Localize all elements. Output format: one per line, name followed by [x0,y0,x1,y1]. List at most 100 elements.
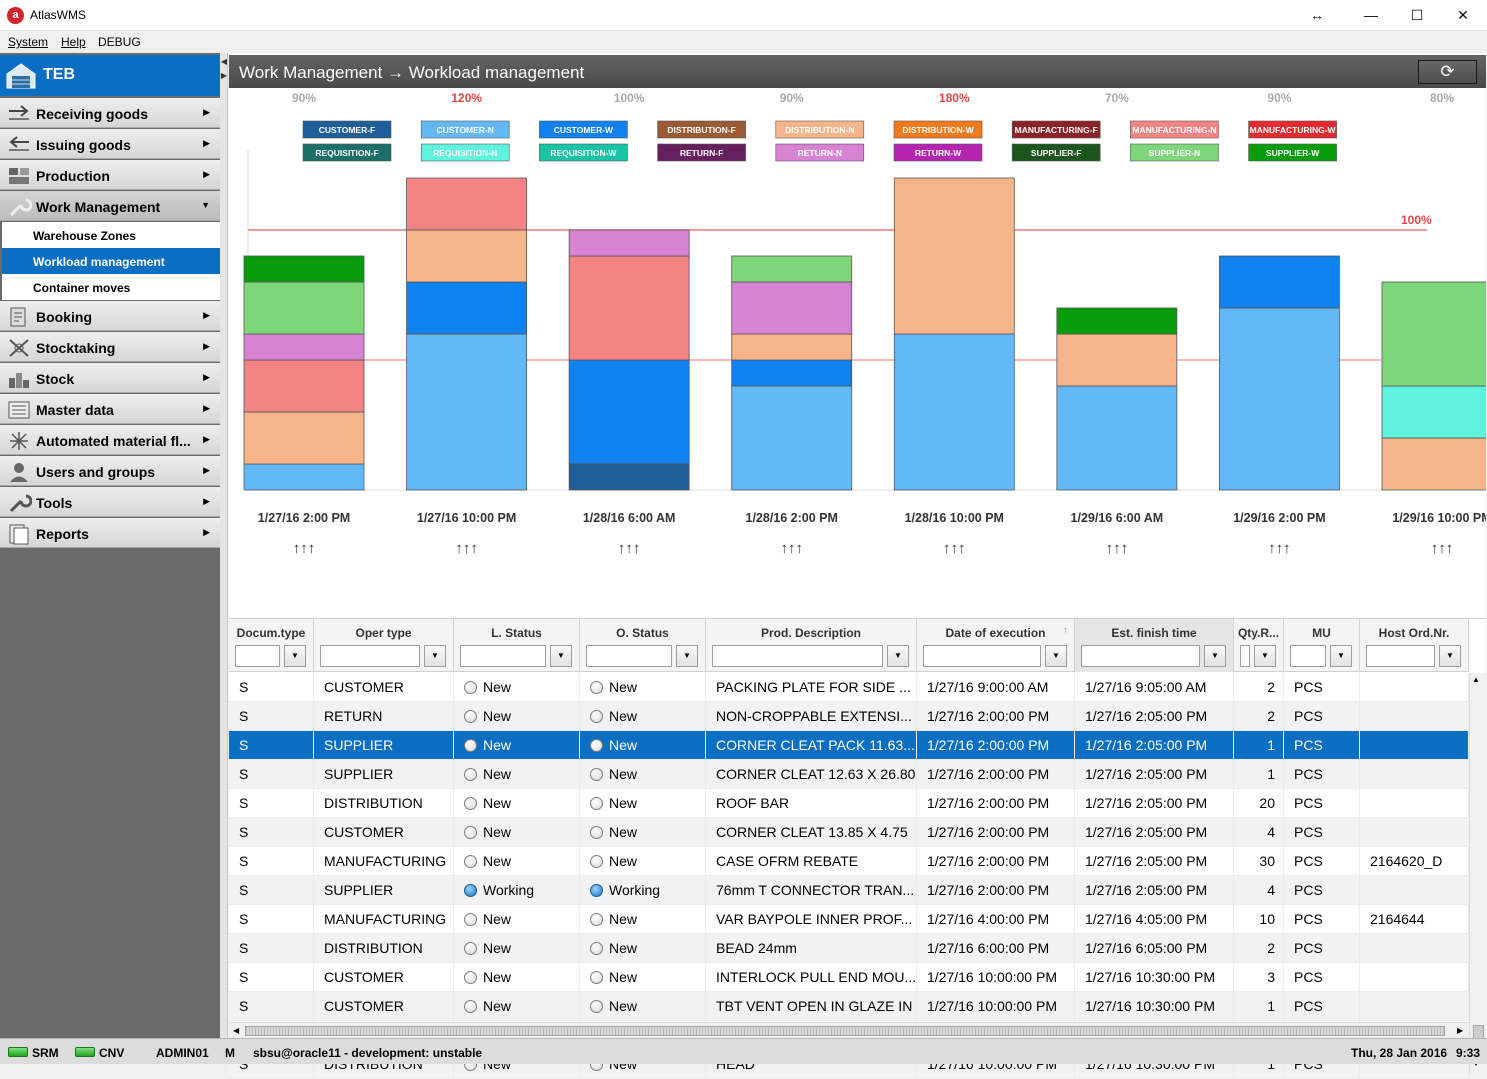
table-cell-fin: 1/27/16 6:05:00 PM [1075,934,1234,963]
sidebar-item-tools[interactable]: Tools ▶ [0,487,220,517]
filter-dropdown-icon[interactable]: ▼ [676,645,698,667]
column-header[interactable]: Prod. Description ▼ [706,619,917,672]
sidebar-item-booking[interactable]: Booking ▶ [0,301,220,331]
table-row[interactable]: S MANUFACTURING New New CASE OFRM REBATE 1/27… [229,847,1469,876]
column-header[interactable]: Date of execution ↑ ▼ [917,619,1075,672]
column-filter-input[interactable] [586,645,672,667]
sidebar-item-wrench[interactable]: Work Management ▼ [0,191,220,221]
column-header[interactable]: L. Status ▼ [454,619,580,672]
bar-segment [1056,307,1178,335]
sidebar-item-users[interactable]: Users and groups ▶ [0,456,220,486]
filter-dropdown-icon[interactable]: ▼ [1045,645,1067,667]
filter-dropdown-icon[interactable]: ▼ [284,645,306,667]
expand-arrows-icon[interactable]: ↑↑↑ [1431,540,1454,557]
expand-arrows-icon[interactable]: ↑↑↑ [455,540,478,557]
filter-dropdown-icon[interactable]: ▼ [1330,645,1352,667]
table-row[interactable]: S RETURN New New NON-CROPPABLE EXTENSI... 1/2… [229,702,1469,731]
table-cell-op: MANUFACTURING [314,847,454,876]
horizontal-scrollbar[interactable]: ◀ ▶ [229,1022,1469,1038]
cell-text: Working [483,882,535,898]
expand-arrows-icon[interactable]: ↑↑↑ [293,540,316,557]
sidebar-item-label: Work Management [36,199,161,215]
menu-debug[interactable]: DEBUG [98,35,141,49]
sidebar-subitem[interactable]: Warehouse Zones [2,222,220,248]
table-row[interactable]: S DISTRIBUTION New New ROOF BAR 1/27/16 2:00:… [229,789,1469,818]
expand-arrows-icon[interactable]: ↑↑↑ [780,540,803,557]
table-row[interactable]: S MANUFACTURING New New VAR BAYPOLE INNER PR… [229,905,1469,934]
table-row[interactable]: S SUPPLIER Working Working 76mm T CONNECTOR … [229,876,1469,905]
column-header[interactable]: Host Ord.Nr. ▼ [1360,619,1469,672]
filter-dropdown-icon[interactable]: ▼ [550,645,572,667]
column-filter-input[interactable] [320,645,420,667]
scroll-left-icon[interactable]: ◀ [233,1026,240,1035]
cell-text: 1/27/16 2:00:00 PM [927,882,1050,898]
legend-label: SUPPLIER-F [1031,148,1082,158]
column-header[interactable]: Docum.type ▼ [229,619,314,672]
column-filter-input[interactable] [460,645,546,667]
column-header-label: Est. finish time [1111,626,1197,640]
column-header[interactable]: MU ▼ [1284,619,1360,672]
table-row[interactable]: S SUPPLIER New New CORNER CLEAT 12.63 X 26.8… [229,760,1469,789]
column-filter-input[interactable] [1240,645,1250,667]
filter-dropdown-icon[interactable]: ▼ [1254,645,1276,667]
collapse-right-icon[interactable]: ▶ [220,71,228,80]
horizontal-scroll-thumb[interactable] [245,1026,1445,1036]
close-icon[interactable]: ✕ [1457,7,1469,23]
collapse-left-icon[interactable]: ◀ [220,57,228,66]
menu-system[interactable]: System [8,35,49,49]
cell-text: 1/27/16 9:00:00 AM [927,679,1049,695]
sidebar-item-reports[interactable]: Reports ▶ [0,518,220,548]
filter-dropdown-icon[interactable]: ▼ [1204,645,1226,667]
table-row[interactable]: S CUSTOMER New New TBT VENT OPEN IN GLAZE IN… [229,992,1469,1021]
table-cell-op: SUPPLIER [314,876,454,905]
column-header[interactable]: Est. finish time ▼ [1075,619,1234,672]
resize-icon[interactable]: ↔ [1310,7,1324,23]
sidebar-item-master-data[interactable]: Master data ▶ [0,394,220,424]
expand-arrows-icon[interactable]: ↑↑↑ [1268,540,1291,557]
sidebar-item-label: Users and groups [36,464,156,480]
vertical-scrollbar[interactable]: ▲ ▼ [1469,673,1486,1073]
scroll-right-icon[interactable]: ▶ [1457,1026,1464,1035]
expand-arrows-icon[interactable]: ↑↑↑ [943,540,966,557]
table-cell-desc: PACKING PLATE FOR SIDE ... [706,673,917,702]
scroll-up-icon[interactable]: ▲ [1472,675,1480,684]
sidebar-item-receiving[interactable]: Receiving goods ▶ [0,98,220,128]
menu-bar: System Help DEBUG [0,31,1487,53]
column-filter-input[interactable] [235,645,280,667]
sidebar-subitem[interactable]: Workload management [2,248,220,274]
sidebar-item-automation[interactable]: Automated material fl... ▶ [0,425,220,455]
table-row[interactable]: S SUPPLIER New New CORNER CLEAT PACK 11.63..… [229,731,1469,760]
column-header[interactable]: Qty.R... ▼ [1234,619,1284,672]
column-filter-input[interactable] [712,645,883,667]
maximize-icon[interactable]: ☐ [1410,7,1424,23]
table-cell-desc: BEAD 24mm [706,934,917,963]
expand-arrows-icon[interactable]: ↑↑↑ [618,540,641,557]
sidebar-collapse-strip[interactable]: ◀ ▶ [220,53,228,1038]
refresh-button[interactable]: ⟳ [1418,60,1477,84]
legend-swatch [1130,120,1219,139]
table-cell-mu: PCS [1284,673,1360,702]
sidebar-item-stock[interactable]: Stock ▶ [0,363,220,393]
sidebar-item-stocktaking[interactable]: Stocktaking ▶ [0,332,220,362]
filter-dropdown-icon[interactable]: ▼ [424,645,446,667]
table-row[interactable]: S CUSTOMER New New INTERLOCK PULL END MOU...… [229,963,1469,992]
menu-help[interactable]: Help [61,35,86,49]
column-filter-input[interactable] [1290,645,1326,667]
sidebar-item-issuing[interactable]: Issuing goods ▶ [0,129,220,159]
legend-label: MANUFACTURING-F [1015,125,1098,135]
column-header[interactable]: Oper type ▼ [314,619,454,672]
minimize-icon[interactable]: — [1364,7,1378,23]
table-row[interactable]: S DISTRIBUTION New New BEAD 24mm 1/27/16 6:00… [229,934,1469,963]
sidebar-subitem[interactable]: Container moves [2,274,220,300]
filter-dropdown-icon[interactable]: ▼ [887,645,909,667]
sidebar-item-production[interactable]: Production ▶ [0,160,220,190]
table-row[interactable]: S CUSTOMER New New CORNER CLEAT 13.85 X 4.75… [229,818,1469,847]
table-row[interactable]: S CUSTOMER New New PACKING PLATE FOR SIDE ..… [229,673,1469,702]
column-filter-input[interactable] [1081,645,1200,667]
cell-text: S [239,911,249,927]
column-header[interactable]: O. Status ▼ [580,619,706,672]
expand-arrows-icon[interactable]: ↑↑↑ [1106,540,1129,557]
filter-dropdown-icon[interactable]: ▼ [1439,645,1461,667]
column-filter-input[interactable] [923,645,1041,667]
column-filter-input[interactable] [1366,645,1435,667]
